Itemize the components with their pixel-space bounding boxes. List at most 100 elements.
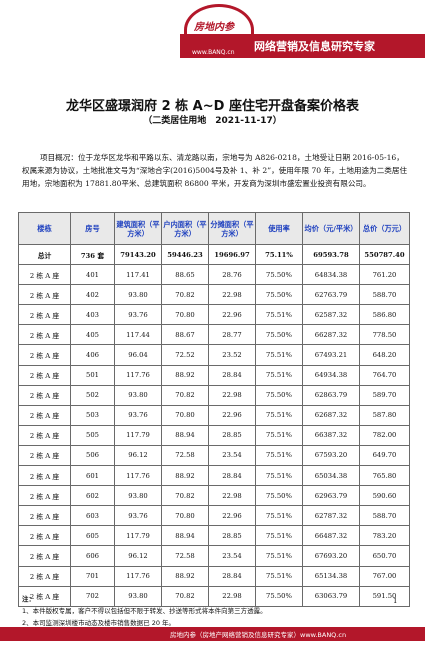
table-cell: 2 栋 A 座 bbox=[18, 304, 71, 326]
table-cell: 75.50% bbox=[255, 485, 303, 507]
note-item: 2、本司监测深圳楼市动态及楼市销售数据已 20 年。 bbox=[22, 619, 176, 627]
table-cell: 602 bbox=[70, 485, 115, 507]
table-cell: 550787.40 bbox=[359, 243, 410, 266]
table-cell: 88.67 bbox=[161, 324, 209, 346]
table-cell: 648.20 bbox=[359, 344, 410, 366]
table-cell: 22.96 bbox=[208, 404, 256, 426]
project-overview: 项目概况：位于龙华区龙华和平路以东、清龙路以南，宗地号为 A826-0218，土… bbox=[22, 153, 408, 188]
table-cell: 75.50% bbox=[255, 284, 303, 306]
table-cell: 93.80 bbox=[114, 485, 162, 507]
table-cell: 93.80 bbox=[114, 384, 162, 406]
table-cell: 28.84 bbox=[208, 364, 256, 386]
table-cell: 72.58 bbox=[161, 545, 209, 567]
document-title: 龙华区盛璟润府 2 栋 A~D 座住宅开盘备案价格表 bbox=[66, 99, 359, 114]
table-cell: 79143.20 bbox=[114, 243, 162, 266]
table-cell: 88.94 bbox=[161, 525, 209, 547]
notes-label: 注： bbox=[22, 595, 35, 603]
total-row: 总计 736 套 79143.20 59446.23 19696.97 75.1… bbox=[18, 243, 410, 266]
table-row: 2 栋 A 座 606 96.12 72.58 23.54 75.51% 67693.20 6… bbox=[18, 545, 410, 567]
table-header-row: 楼栋 房号 建筑面积（平方米） 户内面积（平方米） 分摊面积（平方米） 使用率 … bbox=[18, 212, 410, 245]
table-cell: 503 bbox=[70, 404, 115, 426]
column-header: 总价（万元） bbox=[359, 212, 410, 245]
table-cell: 22.98 bbox=[208, 284, 256, 306]
table-cell: 28.84 bbox=[208, 465, 256, 487]
table-cell: 67593.20 bbox=[302, 444, 360, 467]
table-cell: 69593.78 bbox=[302, 243, 360, 266]
table-cell: 75.51% bbox=[255, 525, 303, 547]
logo-url: www.BANQ.cn bbox=[192, 49, 235, 56]
table-cell: 88.92 bbox=[161, 465, 209, 487]
table-row: 2 栋 A 座 401 117.41 88.65 28.76 75.50% 64834.38… bbox=[18, 264, 410, 286]
table-cell: 75.51% bbox=[255, 304, 303, 326]
table-cell: 75.51% bbox=[255, 545, 303, 567]
table-cell: 406 bbox=[70, 344, 115, 366]
table-cell: 2 栋 A 座 bbox=[18, 545, 71, 567]
table-cell: 590.60 bbox=[359, 485, 410, 507]
table-cell: 75.51% bbox=[255, 404, 303, 426]
table-cell: 75.51% bbox=[255, 465, 303, 487]
table-cell: 2 栋 A 座 bbox=[18, 505, 71, 527]
table-cell: 502 bbox=[70, 384, 115, 406]
table-row: 2 栋 A 座 505 117.79 88.94 28.85 75.51% 66387.32… bbox=[18, 424, 410, 446]
table-row: 2 栋 A 座 501 117.76 88.92 28.84 75.51% 64934.38… bbox=[18, 364, 410, 386]
table-cell: 96.12 bbox=[114, 545, 162, 567]
table-cell: 75.51% bbox=[255, 424, 303, 446]
table-cell: 2 栋 A 座 bbox=[18, 324, 71, 346]
logo-name: 房地内参 bbox=[194, 22, 234, 33]
table-cell: 96.04 bbox=[114, 344, 162, 366]
table-cell: 22.98 bbox=[208, 485, 256, 507]
price-table: 楼栋 房号 建筑面积（平方米） 户内面积（平方米） 分摊面积（平方米） 使用率 … bbox=[18, 212, 410, 607]
table-cell: 650.70 bbox=[359, 545, 410, 567]
table-cell: 19696.97 bbox=[208, 243, 256, 266]
table-cell: 2 栋 A 座 bbox=[18, 364, 71, 386]
column-header: 房号 bbox=[70, 212, 115, 245]
table-cell: 2 栋 A 座 bbox=[18, 485, 71, 507]
table-row: 2 栋 A 座 403 93.76 70.80 22.96 75.51% 62587.32 5… bbox=[18, 304, 410, 326]
table-cell: 88.92 bbox=[161, 364, 209, 386]
footer-text: 房地内参（房地产网络营销及信息研究专家）www.BANQ.cn bbox=[170, 631, 347, 639]
table-cell: 67693.20 bbox=[302, 545, 360, 567]
table-cell: 736 套 bbox=[70, 243, 115, 266]
table-cell: 70.82 bbox=[161, 384, 209, 406]
table-cell: 2 栋 A 座 bbox=[18, 444, 71, 467]
table-cell: 606 bbox=[70, 545, 115, 567]
table-cell: 601 bbox=[70, 465, 115, 487]
table-cell: 117.76 bbox=[114, 364, 162, 386]
table-cell: 117.76 bbox=[114, 565, 162, 587]
table-cell: 66387.32 bbox=[302, 424, 360, 446]
table-cell: 88.92 bbox=[161, 565, 209, 587]
logo-arc-icon bbox=[184, 4, 254, 56]
table-cell: 2 栋 A 座 bbox=[18, 264, 71, 286]
table-cell: 2 栋 A 座 bbox=[18, 404, 71, 426]
table-cell: 70.80 bbox=[161, 404, 209, 426]
table-cell: 117.41 bbox=[114, 264, 162, 286]
table-cell: 23.52 bbox=[208, 344, 256, 366]
table-cell: 28.76 bbox=[208, 264, 256, 286]
table-cell: 75.51% bbox=[255, 565, 303, 587]
table-cell: 75.51% bbox=[255, 444, 303, 467]
table-cell: 22.96 bbox=[208, 505, 256, 527]
table-cell: 70.82 bbox=[161, 284, 209, 306]
table-cell: 2 栋 A 座 bbox=[18, 565, 71, 587]
column-header: 户内面积（平方米） bbox=[161, 212, 209, 245]
table-cell: 72.58 bbox=[161, 444, 209, 467]
table-cell: 23.54 bbox=[208, 545, 256, 567]
column-header: 楼栋 bbox=[18, 212, 71, 245]
table-cell: 64834.38 bbox=[302, 264, 360, 286]
footer-bar bbox=[0, 627, 425, 641]
table-cell: 2 栋 A 座 bbox=[18, 465, 71, 487]
table-cell: 62763.79 bbox=[302, 284, 360, 306]
table-cell: 62863.79 bbox=[302, 384, 360, 406]
table-cell: 761.20 bbox=[359, 264, 410, 286]
header-banner: 房地内参 www.BANQ.cn 网络营销及信息研究专家 bbox=[0, 0, 425, 58]
table-cell: 587.80 bbox=[359, 404, 410, 426]
table-cell: 501 bbox=[70, 364, 115, 386]
table-cell: 588.70 bbox=[359, 284, 410, 306]
table-cell: 66487.32 bbox=[302, 525, 360, 547]
table-cell: 603 bbox=[70, 505, 115, 527]
table-row: 2 栋 A 座 503 93.76 70.80 22.96 75.51% 62687.32 5… bbox=[18, 404, 410, 426]
table-cell: 75.51% bbox=[255, 505, 303, 527]
table-cell: 62587.32 bbox=[302, 304, 360, 326]
column-header: 使用率 bbox=[255, 212, 303, 245]
table-cell: 764.70 bbox=[359, 364, 410, 386]
